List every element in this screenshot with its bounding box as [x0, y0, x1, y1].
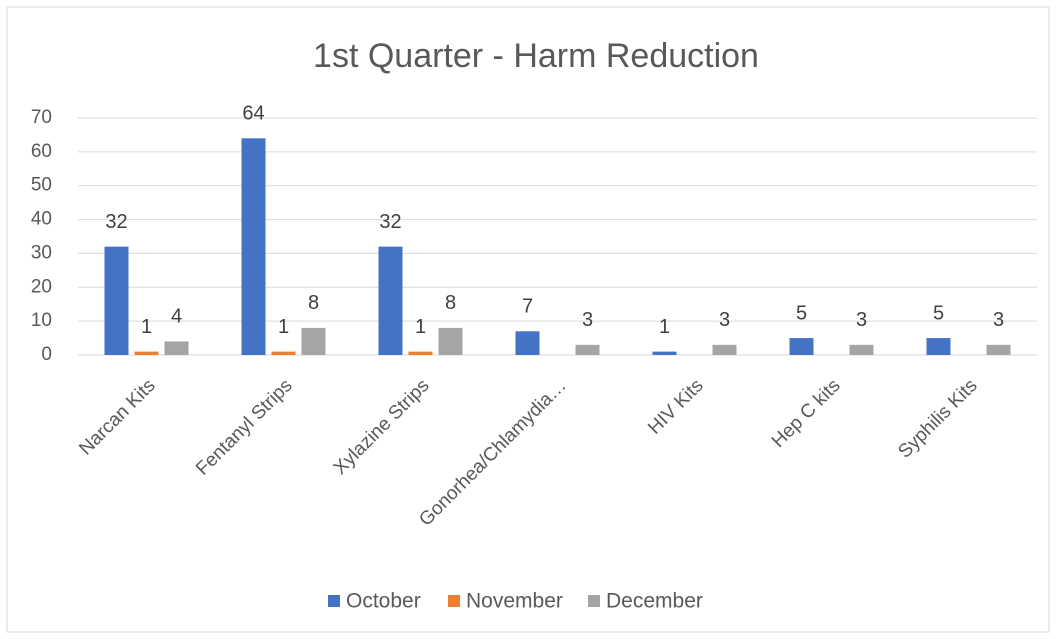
- bar: [134, 351, 159, 355]
- data-label: 3: [856, 309, 867, 331]
- y-tick-label: 50: [31, 175, 52, 196]
- data-label: 3: [719, 309, 730, 331]
- bar: [712, 344, 737, 355]
- bar: [575, 344, 600, 355]
- bar: [515, 331, 540, 355]
- bar: [652, 351, 677, 355]
- y-tick-label: 20: [31, 276, 52, 297]
- bar: [849, 344, 874, 355]
- bar: [301, 327, 326, 355]
- y-tick-label: 40: [31, 209, 52, 230]
- data-label: 1: [278, 316, 289, 338]
- bar: [789, 338, 814, 355]
- chart-frame: [6, 6, 1050, 633]
- y-tick-label: 10: [31, 310, 52, 331]
- bar: [271, 351, 296, 355]
- data-label: 3: [993, 309, 1004, 331]
- data-label: 1: [659, 316, 670, 338]
- bar: [164, 341, 189, 355]
- bar: [104, 246, 129, 355]
- bar: [408, 351, 433, 355]
- bar: [378, 246, 403, 355]
- data-label: 7: [522, 296, 533, 318]
- data-label: 64: [242, 103, 264, 125]
- legend-label: October: [346, 590, 421, 613]
- bar: [438, 327, 463, 355]
- data-label: 4: [171, 306, 182, 328]
- data-label: 3: [582, 309, 593, 331]
- bar: [926, 338, 951, 355]
- bar: [241, 138, 266, 355]
- legend-swatch: [588, 595, 600, 607]
- data-label: 32: [105, 211, 127, 233]
- legend-label: December: [606, 590, 703, 613]
- y-tick-label: 70: [31, 107, 52, 128]
- y-tick-label: 30: [31, 242, 52, 263]
- legend-label: November: [466, 590, 563, 613]
- y-tick-label: 60: [31, 141, 52, 162]
- legend-swatch: [448, 595, 460, 607]
- data-label: 1: [415, 316, 426, 338]
- bar: [986, 344, 1011, 355]
- data-label: 5: [933, 302, 944, 324]
- data-label: 8: [445, 292, 456, 314]
- y-tick-label: 0: [41, 344, 52, 365]
- legend-swatch: [328, 595, 340, 607]
- data-label: 1: [141, 316, 152, 338]
- data-label: 32: [379, 211, 401, 233]
- chart-title: 1st Quarter - Harm Reduction: [313, 37, 759, 75]
- data-label: 5: [796, 302, 807, 324]
- data-label: 8: [308, 292, 319, 314]
